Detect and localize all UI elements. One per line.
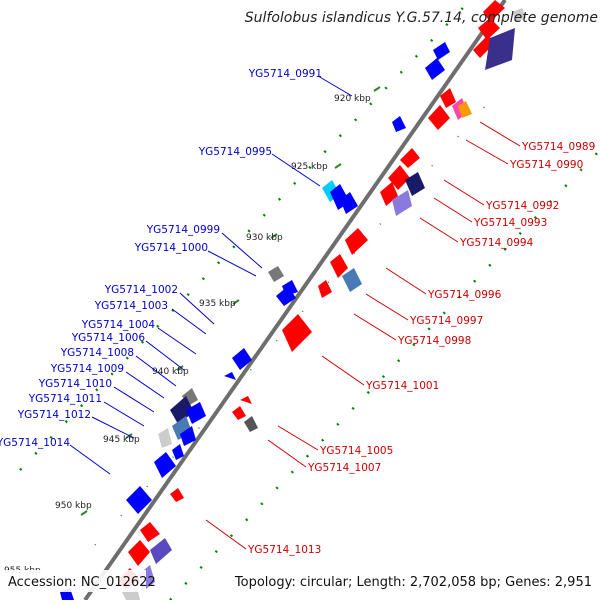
scale-label: 945 kbp: [103, 435, 140, 445]
gene-label[interactable]: YG5714_0997: [409, 315, 483, 327]
summary-backdrop: [258, 570, 600, 592]
gene-label[interactable]: YG5714_1010: [38, 378, 112, 390]
forward-callouts: [205, 121, 521, 550]
gene-label[interactable]: YG5714_1013: [247, 544, 321, 556]
forward-gene-labels: YG5714_0989 YG5714_0990 YG5714_0992 YG57…: [247, 141, 595, 556]
reverse-gene-arrow[interactable]: [425, 58, 445, 80]
gene-label[interactable]: YG5714_1007: [307, 462, 381, 474]
forward-gene-arrow[interactable]: [380, 182, 398, 206]
gene-label[interactable]: YG5714_1002: [104, 284, 178, 296]
gc-skew-block: [150, 538, 172, 564]
gene-label[interactable]: YG5714_0989: [521, 141, 595, 153]
gene-label[interactable]: YG5714_0992: [485, 200, 559, 212]
forward-gene-arrow[interactable]: [170, 488, 184, 502]
scale-tick: [80, 510, 88, 516]
gene-label[interactable]: YG5714_0998: [397, 335, 471, 347]
reverse-gene-arrow[interactable]: [180, 426, 196, 446]
accession-backdrop: [0, 570, 146, 592]
reverse-gene-arrow[interactable]: [433, 42, 450, 60]
reverse-gene-arrow[interactable]: [340, 192, 358, 214]
reverse-gene-arrow[interactable]: [224, 372, 236, 380]
reverse-gene-arrow[interactable]: [186, 402, 206, 424]
forward-gene-arrow[interactable]: [458, 101, 472, 118]
gene-label[interactable]: YG5714_1000: [134, 242, 208, 254]
reverse-callouts: [69, 75, 353, 475]
gc-skew-block: [392, 190, 412, 216]
genome-backbone: [83, 0, 507, 602]
pseudogene-box[interactable]: [268, 266, 284, 282]
page-title: Sulfolobus islandicus Y.G.57.14, complet…: [245, 10, 598, 26]
gene-label[interactable]: YG5714_0996: [427, 289, 502, 301]
forward-gene-arrow[interactable]: [473, 35, 495, 58]
gc-skew-block: [405, 172, 425, 196]
scale-label: 950 kbp: [55, 501, 92, 511]
scale-tick: [270, 233, 278, 239]
forward-gene-arrow[interactable]: [400, 148, 420, 168]
gene-label[interactable]: YG5714_1014: [0, 437, 70, 449]
gene-label[interactable]: YG5714_0995: [198, 146, 272, 158]
reverse-gene-arrow[interactable]: [392, 116, 406, 132]
scale-tick: [176, 365, 184, 371]
forward-gene-arrow[interactable]: [282, 314, 312, 352]
forward-strand-features: [118, 0, 526, 600]
gene-label[interactable]: YG5714_1001: [365, 380, 439, 392]
gene-label[interactable]: YG5714_1011: [28, 393, 102, 405]
reverse-gene-arrow[interactable]: [232, 348, 252, 370]
scale-tick: [334, 163, 342, 169]
gene-label[interactable]: YG5714_0991: [248, 68, 322, 80]
outer-tick-track: [19, 0, 473, 471]
gene-label[interactable]: YG5714_1012: [17, 409, 91, 421]
scale-label: 935 kbp: [199, 299, 236, 309]
scale-tick: [232, 299, 240, 305]
reverse-gene-arrow[interactable]: [126, 486, 152, 514]
forward-gene-arrow[interactable]: [240, 396, 252, 404]
reverse-gene-labels: YG5714_0991 YG5714_0995 YG5714_0999 YG57…: [0, 68, 322, 449]
gene-label[interactable]: YG5714_0994: [459, 237, 534, 249]
gene-label[interactable]: YG5714_1005: [319, 445, 393, 457]
forward-gene-arrow[interactable]: [232, 406, 246, 420]
gene-label[interactable]: YG5714_1004: [81, 319, 156, 331]
gene-label[interactable]: YG5714_1006: [71, 332, 146, 344]
scale-label: 920 kbp: [334, 94, 371, 104]
gene-label[interactable]: YG5714_0990: [509, 159, 583, 171]
gc-skew-block: [485, 28, 515, 70]
forward-gene-arrow[interactable]: [318, 280, 332, 298]
scale-label: 925 kbp: [291, 162, 328, 172]
reverse-gene-arrow[interactable]: [172, 444, 184, 460]
forward-gene-arrow[interactable]: [330, 254, 348, 278]
gc-skew-block: [170, 396, 194, 424]
gc-skew-block: [342, 268, 362, 292]
scale-markers: 920 kbp 925 kbp 930 kbp 935 kbp 940 kbp …: [4, 86, 381, 576]
forward-gene-arrow[interactable]: [440, 88, 456, 108]
forward-gene-arrow[interactable]: [478, 18, 500, 40]
forward-gene-arrow[interactable]: [388, 165, 410, 190]
summary-text: Topology: circular; Length: 2,702,058 bp…: [234, 575, 592, 590]
forward-gene-arrow[interactable]: [140, 522, 160, 542]
gene-label[interactable]: YG5714_1008: [60, 347, 134, 359]
forward-gene-arrow[interactable]: [128, 540, 150, 566]
scale-label: 930 kbp: [246, 233, 283, 243]
reverse-gene-arrow[interactable]: [276, 286, 296, 306]
pseudogene-box[interactable]: [244, 416, 258, 432]
pseudogene-box[interactable]: [158, 428, 172, 448]
scale-label: 940 kbp: [152, 367, 189, 377]
forward-gene-arrow[interactable]: [345, 228, 368, 255]
reverse-strand-features: [60, 42, 450, 600]
reverse-gene-arrow[interactable]: [154, 452, 176, 478]
forward-gene-arrow[interactable]: [483, 0, 505, 22]
gene-label[interactable]: YG5714_1009: [50, 363, 124, 375]
gene-label[interactable]: YG5714_1003: [94, 300, 168, 312]
pseudogene-box[interactable]: [512, 8, 526, 22]
accession-text: Accession: NC_012622: [8, 575, 156, 590]
scale-tick: [373, 86, 381, 92]
gene-label[interactable]: YG5714_0993: [473, 217, 547, 229]
forward-gene-arrow[interactable]: [428, 105, 450, 130]
gene-label[interactable]: YG5714_0999: [146, 224, 220, 236]
